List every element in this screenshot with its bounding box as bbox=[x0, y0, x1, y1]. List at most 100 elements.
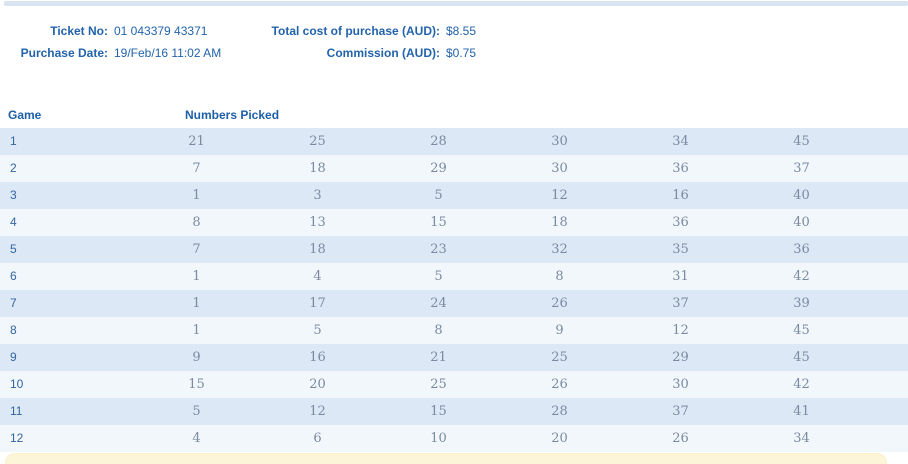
picked-number: 25 bbox=[551, 350, 568, 365]
picked-number: 42 bbox=[793, 377, 810, 392]
picked-number: 18 bbox=[309, 242, 326, 257]
game-number: 1 bbox=[10, 134, 17, 148]
picked-number: 1 bbox=[192, 269, 201, 284]
game-row: 9 9 16 21 25 29 45 bbox=[0, 344, 908, 371]
picked-number: 1 bbox=[192, 323, 201, 338]
picked-number: 42 bbox=[793, 269, 810, 284]
picked-number: 7 bbox=[192, 161, 201, 176]
picked-number: 34 bbox=[672, 134, 689, 149]
game-number: 2 bbox=[10, 161, 17, 175]
total-cost-value: $8.55 bbox=[446, 24, 477, 38]
picked-number: 29 bbox=[672, 350, 689, 365]
commission-label: Commission (AUD): bbox=[326, 46, 440, 60]
game-number: 10 bbox=[10, 377, 24, 391]
picked-number: 36 bbox=[793, 242, 810, 257]
picked-number: 16 bbox=[672, 188, 689, 203]
picked-number: 28 bbox=[430, 134, 447, 149]
picked-number: 29 bbox=[430, 161, 447, 176]
picked-number: 36 bbox=[672, 215, 689, 230]
picked-number: 4 bbox=[192, 431, 201, 446]
game-number: 12 bbox=[10, 431, 24, 445]
picked-number: 12 bbox=[309, 404, 326, 419]
picked-number: 31 bbox=[672, 269, 689, 284]
picked-number: 23 bbox=[430, 242, 447, 257]
picked-number: 37 bbox=[672, 296, 689, 311]
picked-number: 8 bbox=[434, 323, 443, 338]
picked-number: 37 bbox=[793, 161, 810, 176]
picked-number: 36 bbox=[672, 161, 689, 176]
total-cost-label: Total cost of purchase (AUD): bbox=[271, 24, 440, 38]
picked-number: 18 bbox=[551, 215, 568, 230]
picked-number: 45 bbox=[793, 350, 810, 365]
picked-number: 35 bbox=[672, 242, 689, 257]
picked-number: 15 bbox=[430, 215, 447, 230]
picked-number: 8 bbox=[192, 215, 201, 230]
game-row: 11 5 12 15 28 37 41 bbox=[0, 398, 908, 425]
picked-number: 5 bbox=[313, 323, 322, 338]
picked-number: 1 bbox=[192, 296, 201, 311]
picked-number: 25 bbox=[309, 134, 326, 149]
game-row: 7 1 17 24 26 37 39 bbox=[0, 290, 908, 317]
games-table-body: 1 21 25 28 30 34 45 2 7 18 29 30 36 37 3 1 3 5 12 16 40 4 8 13 1… bbox=[0, 128, 908, 452]
picked-number: 30 bbox=[551, 161, 568, 176]
picked-number: 20 bbox=[309, 377, 326, 392]
picked-number: 12 bbox=[672, 323, 689, 338]
game-number: 8 bbox=[10, 323, 17, 337]
picked-number: 28 bbox=[551, 404, 568, 419]
picked-number: 40 bbox=[793, 215, 810, 230]
picked-number: 15 bbox=[188, 377, 205, 392]
picked-number: 34 bbox=[793, 431, 810, 446]
ticket-summary: Ticket No: 01 043379 43371 Total cost of… bbox=[0, 24, 536, 60]
picked-number: 39 bbox=[793, 296, 810, 311]
game-row: 2 7 18 29 30 36 37 bbox=[0, 155, 908, 182]
picked-number: 41 bbox=[793, 404, 810, 419]
picked-number: 12 bbox=[551, 188, 568, 203]
game-row: 8 1 5 8 9 12 45 bbox=[0, 317, 908, 344]
game-row: 1 21 25 28 30 34 45 bbox=[0, 128, 908, 155]
game-number: 5 bbox=[10, 242, 17, 256]
game-row: 10 15 20 25 26 30 42 bbox=[0, 371, 908, 398]
purchase-date-label: Purchase Date: bbox=[20, 46, 108, 60]
picked-number: 18 bbox=[309, 161, 326, 176]
picked-number: 5 bbox=[434, 269, 443, 284]
picked-number: 3 bbox=[313, 188, 322, 203]
picked-number: 32 bbox=[551, 242, 568, 257]
game-number: 6 bbox=[10, 269, 17, 283]
top-divider-bar bbox=[4, 1, 908, 6]
picked-number: 21 bbox=[188, 134, 205, 149]
notice-bar bbox=[5, 453, 887, 464]
picked-number: 7 bbox=[192, 242, 201, 257]
picked-number: 26 bbox=[551, 377, 568, 392]
game-row: 5 7 18 23 32 35 36 bbox=[0, 236, 908, 263]
picked-number: 16 bbox=[309, 350, 326, 365]
game-row: 6 1 4 5 8 31 42 bbox=[0, 263, 908, 290]
picked-number: 6 bbox=[313, 431, 322, 446]
ticket-no-label: Ticket No: bbox=[50, 24, 108, 38]
picked-number: 25 bbox=[430, 377, 447, 392]
game-number: 7 bbox=[10, 296, 17, 310]
picked-number: 26 bbox=[672, 431, 689, 446]
game-row: 12 4 6 10 20 26 34 bbox=[0, 425, 908, 452]
picked-number: 24 bbox=[430, 296, 447, 311]
game-number: 11 bbox=[10, 404, 23, 418]
picked-number: 21 bbox=[430, 350, 447, 365]
commission-value: $0.75 bbox=[446, 46, 477, 60]
game-number: 3 bbox=[10, 188, 17, 202]
ticket-no-value: 01 043379 43371 bbox=[114, 24, 208, 38]
picked-number: 1 bbox=[192, 188, 201, 203]
game-row: 3 1 3 5 12 16 40 bbox=[0, 182, 908, 209]
picked-number: 4 bbox=[313, 269, 322, 284]
picked-number: 37 bbox=[672, 404, 689, 419]
picked-number: 5 bbox=[434, 188, 443, 203]
picked-number: 30 bbox=[672, 377, 689, 392]
picked-number: 10 bbox=[430, 431, 447, 446]
picked-number: 17 bbox=[309, 296, 326, 311]
game-column-header: Game bbox=[8, 108, 42, 122]
picked-number: 13 bbox=[309, 215, 326, 230]
picked-number: 9 bbox=[555, 323, 564, 338]
purchase-date-value: 19/Feb/16 11:02 AM bbox=[114, 46, 222, 60]
picked-number: 5 bbox=[192, 404, 201, 419]
game-number: 9 bbox=[10, 350, 17, 364]
picked-number: 45 bbox=[793, 134, 810, 149]
